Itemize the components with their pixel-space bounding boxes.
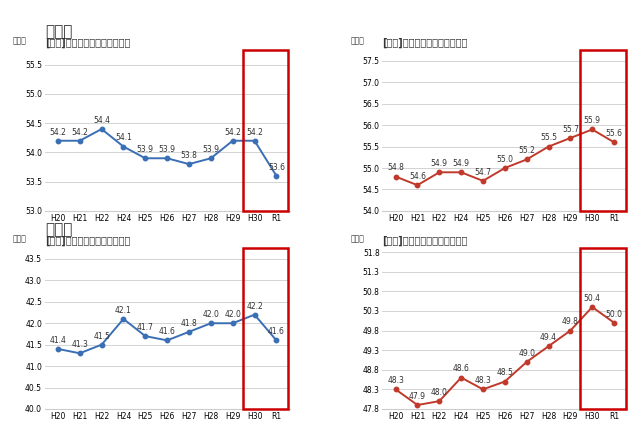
Text: 48.6: 48.6 xyxy=(452,364,470,374)
Text: 54.7: 54.7 xyxy=(474,168,492,177)
Text: 54.2: 54.2 xyxy=(224,127,241,137)
Text: 54.4: 54.4 xyxy=(93,116,110,125)
Text: （点）: （点） xyxy=(13,36,27,45)
Text: 48.5: 48.5 xyxy=(497,368,513,377)
Text: （点）: （点） xyxy=(13,234,27,243)
Text: 41.5: 41.5 xyxy=(93,331,110,340)
Text: 42.2: 42.2 xyxy=(246,302,263,311)
Text: 54.2: 54.2 xyxy=(49,127,67,137)
Text: 53.8: 53.8 xyxy=(180,151,197,160)
Text: 54.9: 54.9 xyxy=(452,159,470,168)
Text: 49.4: 49.4 xyxy=(540,333,557,342)
Text: 48.0: 48.0 xyxy=(431,388,448,397)
Text: 54.2: 54.2 xyxy=(246,127,263,137)
Bar xyxy=(580,248,626,409)
Text: 55.5: 55.5 xyxy=(540,133,557,142)
Text: 54.9: 54.9 xyxy=(431,159,448,168)
Text: 53.6: 53.6 xyxy=(268,163,285,172)
Text: 50.0: 50.0 xyxy=(605,310,623,319)
Text: 中学生: 中学生 xyxy=(45,222,72,237)
Text: 50.4: 50.4 xyxy=(584,294,601,303)
Text: 48.3: 48.3 xyxy=(475,376,492,385)
Text: [女子]　体力合計点の経年変化: [女子] 体力合計点の経年変化 xyxy=(383,38,468,48)
Text: （点）: （点） xyxy=(351,234,365,243)
Text: 48.3: 48.3 xyxy=(387,376,404,385)
Text: 小学生: 小学生 xyxy=(45,24,72,39)
Text: 55.9: 55.9 xyxy=(584,116,601,125)
Bar xyxy=(243,248,289,409)
Text: 53.9: 53.9 xyxy=(137,145,154,154)
Text: 55.7: 55.7 xyxy=(562,125,579,134)
Text: 53.9: 53.9 xyxy=(202,145,220,154)
Text: 42.0: 42.0 xyxy=(224,310,241,319)
Text: 42.1: 42.1 xyxy=(115,306,132,315)
Text: 41.6: 41.6 xyxy=(159,327,175,336)
Text: 55.6: 55.6 xyxy=(605,129,623,138)
Text: 41.6: 41.6 xyxy=(268,327,285,336)
Text: [男子]　体力合計点の経年変化: [男子] 体力合計点の経年変化 xyxy=(45,236,130,246)
Text: 55.0: 55.0 xyxy=(497,155,513,164)
Text: 41.7: 41.7 xyxy=(137,323,154,332)
Text: 49.0: 49.0 xyxy=(518,349,535,358)
Text: （点）: （点） xyxy=(351,36,365,45)
Text: 54.6: 54.6 xyxy=(409,172,426,181)
Text: 42.0: 42.0 xyxy=(202,310,220,319)
Text: [女子]　体力合計点の経年変化: [女子] 体力合計点の経年変化 xyxy=(383,236,468,246)
Text: [男子]　体力合計点の経年変化: [男子] 体力合計点の経年変化 xyxy=(45,38,130,48)
Text: 47.9: 47.9 xyxy=(409,392,426,401)
Text: 54.8: 54.8 xyxy=(387,164,404,173)
Text: 54.1: 54.1 xyxy=(115,133,132,142)
Text: 55.2: 55.2 xyxy=(518,146,535,155)
Bar xyxy=(243,50,289,211)
Text: 54.2: 54.2 xyxy=(71,127,88,137)
Text: 49.8: 49.8 xyxy=(562,317,579,326)
Text: 53.9: 53.9 xyxy=(159,145,175,154)
Text: 41.3: 41.3 xyxy=(71,340,88,349)
Text: 41.4: 41.4 xyxy=(49,336,67,345)
Text: 41.8: 41.8 xyxy=(180,319,197,328)
Bar xyxy=(580,50,626,211)
